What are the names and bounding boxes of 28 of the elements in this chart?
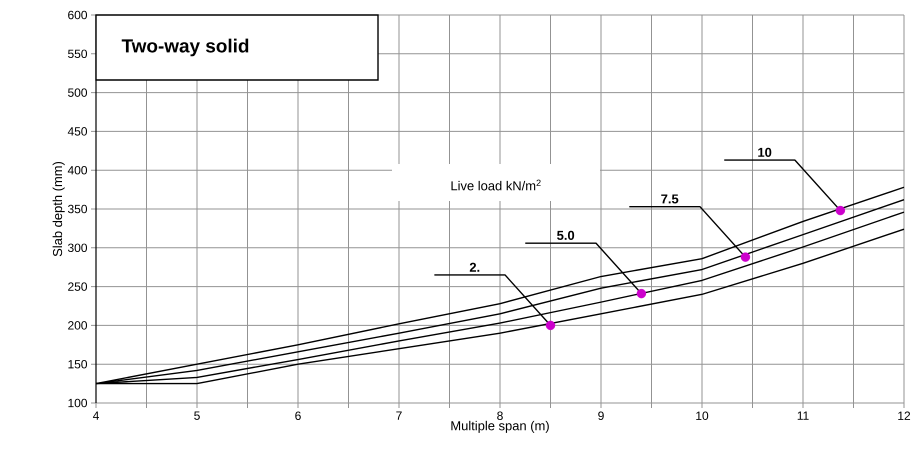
x-tick-label: 8	[497, 412, 503, 420]
x-tick-label: 4	[92, 412, 99, 420]
y-tick-label: 450	[68, 127, 88, 136]
y-tick-label: 250	[68, 282, 88, 291]
y-tick-label: 100	[68, 398, 88, 408]
x-tick-label: 7	[396, 412, 402, 420]
y-tick-label: 500	[68, 88, 88, 97]
x-tick-label: 10	[696, 412, 708, 420]
annotation: Live load kN/m$^{2}$	[451, 180, 541, 190]
x-tick-label: 6	[295, 412, 301, 420]
annotation: 2.	[470, 262, 480, 272]
y-axis-title: Slab depth (mm)	[52, 162, 65, 256]
y-tick-label: 550	[68, 50, 88, 58]
y-tick-label: 150	[68, 360, 88, 368]
y-tick-label: 200	[68, 321, 88, 330]
x-axis-title: Multiple span (m)	[451, 420, 549, 433]
annotation: 10	[758, 148, 772, 157]
x-tick-label: 5	[194, 412, 200, 420]
text: Two-way solid	[122, 38, 248, 56]
y-tick-label: 600	[68, 10, 88, 20]
annotation: 5.0	[557, 230, 574, 240]
x-tick-label: 9	[598, 412, 604, 420]
y-tick-label: 300	[68, 244, 88, 252]
x-tick-label: 12	[898, 412, 910, 420]
x-tick-label: 11	[798, 412, 809, 420]
y-tick-label: 350	[68, 204, 88, 214]
annotation: 7.5	[661, 194, 678, 204]
y-tick-label: 400	[68, 166, 88, 174]
